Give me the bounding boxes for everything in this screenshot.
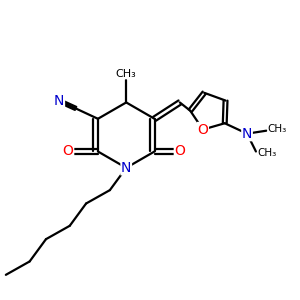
- Text: O: O: [63, 145, 74, 158]
- Text: N: N: [121, 161, 131, 175]
- Text: N: N: [54, 94, 64, 108]
- Text: N: N: [242, 127, 252, 141]
- Text: O: O: [197, 122, 208, 136]
- Text: CH₃: CH₃: [268, 124, 287, 134]
- Text: CH₃: CH₃: [257, 148, 277, 158]
- Text: O: O: [174, 145, 185, 158]
- Text: CH₃: CH₃: [116, 69, 136, 79]
